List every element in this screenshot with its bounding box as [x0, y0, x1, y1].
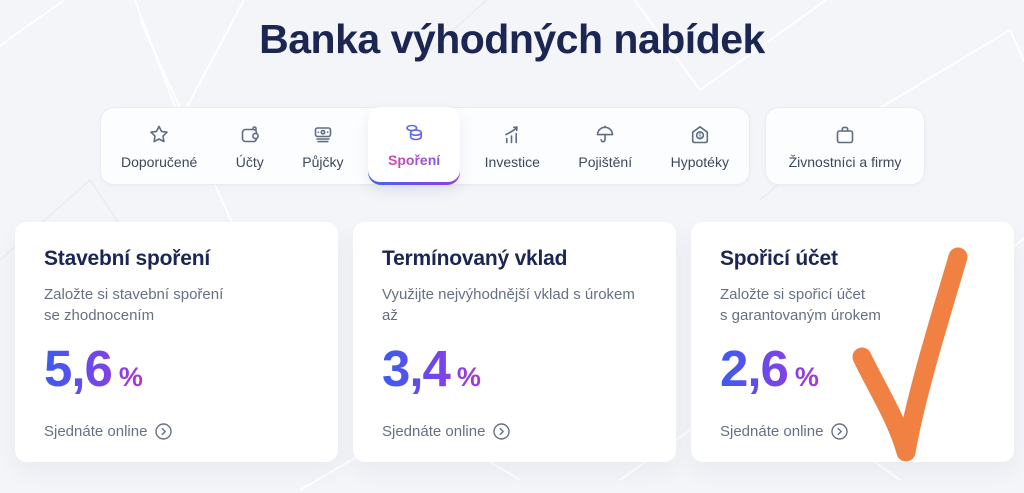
card-stavebni-sporeni: Stavební spoření Založte si stavební spo…	[15, 222, 338, 462]
banknote-icon	[314, 126, 332, 142]
circled-arrow-right-icon	[831, 423, 849, 440]
tab-label: Doporučené	[121, 153, 198, 170]
tab-investice[interactable]: Investice	[471, 108, 554, 184]
briefcase-icon	[836, 126, 854, 143]
rate-unit: %	[118, 361, 143, 392]
tab-label: Pojištění	[578, 153, 633, 170]
rate-value: 3,4	[382, 339, 450, 397]
tab-sporeni-active-indicator: Spoření	[368, 107, 461, 185]
card-title: Spořicí účet	[720, 247, 838, 270]
page-title: Banka výhodných nabídek	[259, 16, 765, 62]
card-description: Založte si stavební spoření se zhodnocen…	[44, 286, 224, 325]
tab-pujcky[interactable]: Půjčky	[288, 108, 357, 184]
category-tab-bar: Doporučené Účty Půjčky	[100, 107, 925, 185]
card-terminovany-vklad: Termínovaný vklad Využijte nejvýhodnější…	[353, 222, 676, 462]
card-title: Termínovaný vklad	[382, 247, 568, 270]
rate-unit: %	[794, 361, 819, 392]
sjednate-online-link[interactable]: Sjednáte online	[720, 423, 849, 440]
card-title: Stavební spoření	[44, 247, 211, 270]
svg-text:$: $	[698, 132, 702, 139]
rate-unit: %	[456, 361, 481, 392]
coins-icon	[406, 124, 423, 141]
rate-value: 2,6	[720, 339, 788, 397]
tab-hypoteky[interactable]: $ Hypotéky	[657, 108, 743, 184]
card-sporici-ucet: Spořicí účet Založte si spořicí účet s g…	[691, 222, 1014, 462]
house-dollar-icon: $	[691, 125, 708, 143]
main-tab-group: Doporučené Účty Půjčky	[100, 107, 750, 185]
tab-label-active: Spoření	[388, 152, 441, 168]
link-label: Sjednáte online	[382, 423, 486, 440]
sjednate-online-link[interactable]: Sjednáte online	[382, 423, 511, 440]
rate-value: 5,6	[44, 339, 112, 397]
tab-label: Půjčky	[302, 153, 344, 170]
card-description: Založte si spořicí účet s garantovaným ú…	[720, 286, 881, 325]
tab-ucty[interactable]: Účty	[222, 108, 278, 184]
link-label: Sjednáte online	[44, 423, 148, 440]
tab-label: Investice	[484, 153, 540, 170]
growth-chart-icon	[505, 125, 519, 143]
wallet-icon	[241, 125, 259, 142]
umbrella-icon	[596, 125, 614, 142]
tab-doporucene[interactable]: Doporučené	[107, 108, 211, 184]
tab-zivnostnici-a-firmy[interactable]: Živnostníci a firmy	[775, 108, 916, 184]
tab-sporeni[interactable]: Spoření	[368, 107, 461, 182]
secondary-tab-group: Živnostníci a firmy	[765, 107, 925, 185]
tab-pojisteni[interactable]: Pojištění	[564, 108, 646, 184]
star-icon	[150, 125, 168, 142]
tab-label: Účty	[235, 153, 264, 170]
circled-arrow-right-icon	[155, 423, 173, 440]
link-label: Sjednáte online	[720, 423, 824, 440]
tab-label: Živnostníci a firmy	[788, 153, 902, 170]
circled-arrow-right-icon	[493, 423, 511, 440]
card-description: Využijte nejvýhodnější vklad s úrokem až	[382, 286, 635, 325]
interest-rate: 2,6%	[720, 343, 819, 394]
tab-label: Hypotéky	[670, 153, 729, 170]
interest-rate: 5,6%	[44, 343, 143, 394]
offer-cards-row: Stavební spoření Založte si stavební spo…	[15, 222, 1014, 462]
sjednate-online-link[interactable]: Sjednáte online	[44, 423, 173, 440]
interest-rate: 3,4%	[382, 343, 481, 394]
